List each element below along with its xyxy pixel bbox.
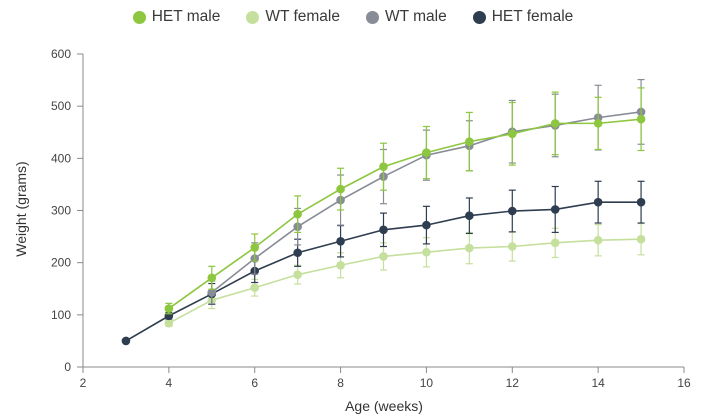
data-point <box>250 243 260 252</box>
legend-marker-icon <box>246 10 260 24</box>
legend-label: WT female <box>265 8 340 25</box>
x-tick-label: 2 <box>80 376 87 390</box>
series-wt-female <box>164 222 646 328</box>
data-point <box>465 211 474 221</box>
x-tick-label: 6 <box>251 376 258 390</box>
legend-item-het-female[interactable]: HET female <box>472 8 574 26</box>
data-point <box>550 205 560 214</box>
series-line <box>168 118 642 310</box>
legend-label: HET male <box>151 8 221 25</box>
y-tick-label: 500 <box>51 99 71 113</box>
data-point <box>507 206 517 216</box>
legend-label: HET female <box>491 8 574 25</box>
y-tick-label: 600 <box>51 47 71 61</box>
x-tick-label: 14 <box>591 376 605 390</box>
x-tick-label: 12 <box>506 376 520 390</box>
data-point <box>164 304 174 313</box>
data-point <box>207 288 217 297</box>
data-point <box>164 318 174 328</box>
x-tick-label: 16 <box>677 376 691 390</box>
data-point <box>550 119 560 128</box>
data-point <box>593 235 603 245</box>
series-line <box>168 238 642 324</box>
legend: HET male WT female WT male HET female <box>0 8 706 26</box>
data-point <box>507 129 517 139</box>
data-point <box>293 248 302 258</box>
data-point <box>379 162 388 171</box>
data-point <box>250 283 260 293</box>
y-tick-label: 0 <box>64 360 71 374</box>
data-point <box>293 209 302 219</box>
data-point <box>550 238 560 248</box>
data-point <box>293 270 302 279</box>
data-point <box>336 236 345 246</box>
legend-item-het-male[interactable]: HET male <box>132 8 221 26</box>
data-point <box>379 225 388 235</box>
legend-item-wt-male[interactable]: WT male <box>365 8 447 26</box>
x-tick-label: 4 <box>166 376 173 390</box>
legend-marker-icon <box>472 10 486 24</box>
data-point <box>593 197 603 207</box>
data-point <box>422 220 431 230</box>
legend-marker-icon <box>365 10 379 24</box>
data-point <box>422 247 431 257</box>
data-point <box>207 273 217 283</box>
data-point <box>507 242 517 251</box>
data-point <box>422 148 431 157</box>
legend-item-wt-female[interactable]: WT female <box>246 8 340 26</box>
series-het-male <box>164 87 646 315</box>
x-tick-label: 8 <box>337 376 344 390</box>
data-point <box>636 197 646 207</box>
data-point <box>636 114 646 124</box>
legend-label: WT male <box>384 8 447 25</box>
data-point <box>636 234 646 244</box>
data-point <box>465 243 474 253</box>
x-axis-title: Age (weeks) <box>345 398 423 414</box>
y-tick-label: 200 <box>51 256 71 270</box>
data-point <box>379 252 388 261</box>
y-tick-label: 400 <box>51 151 71 165</box>
series-wt-male <box>207 78 646 305</box>
y-tick-label: 300 <box>51 204 71 218</box>
series-layer <box>121 78 646 346</box>
data-point <box>336 260 345 270</box>
data-point <box>336 184 345 194</box>
data-point <box>465 137 474 146</box>
x-tick-label: 10 <box>420 376 434 390</box>
axes: 2 4 6 8 10 12 14 16 0 100 200 300 400 500 600 <box>51 47 691 390</box>
y-axis-title: Weight (grams) <box>13 161 29 256</box>
data-point <box>593 119 603 128</box>
legend-marker-icon <box>132 10 146 24</box>
data-point <box>121 336 131 346</box>
y-tick-label: 100 <box>51 308 71 322</box>
